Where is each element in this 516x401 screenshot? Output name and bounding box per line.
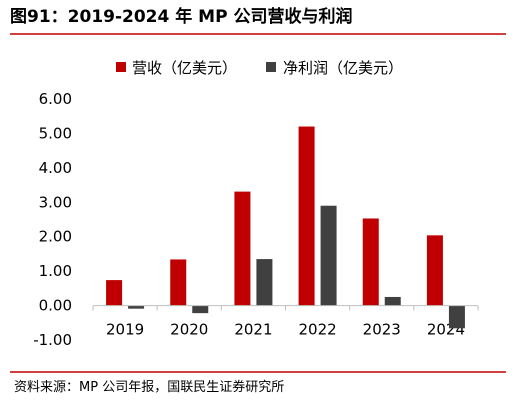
legend-swatch-revenue (116, 62, 126, 72)
y-tick-label: 5.00 (39, 124, 72, 142)
legend-swatch-net-profit (266, 62, 276, 72)
bar-revenue-2021 (234, 191, 251, 306)
bar-net-profit-2022 (320, 205, 337, 306)
bar-net-profit-2024 (448, 305, 465, 329)
bar-revenue-2020 (170, 259, 187, 306)
legend-label-net-profit: 净利润（亿美元） (283, 59, 403, 77)
y-tick-label: 6.00 (39, 90, 72, 108)
y-axis: 6.00 5.00 4.00 3.00 2.00 1.00 0.00 -1.00 (33, 90, 72, 349)
bar-revenue-2022 (298, 126, 315, 306)
bar-net-profit-2023 (384, 296, 401, 306)
x-axis (92, 305, 479, 311)
y-tick-label: 2.00 (39, 228, 72, 246)
bar-revenue-2023 (362, 218, 379, 306)
x-tick-label: 2022 (298, 321, 336, 339)
bar-net-profit-2020 (192, 305, 209, 314)
x-tick-label: 2020 (170, 321, 208, 339)
x-tick-label: 2023 (363, 321, 401, 339)
x-tick-label: 2021 (234, 321, 272, 339)
bar-net-profit-2019 (128, 305, 145, 309)
y-tick-label: -1.00 (33, 331, 72, 349)
bar-revenue-2019 (106, 280, 123, 306)
y-tick-label: 0.00 (39, 297, 72, 315)
y-tick-label: 1.00 (39, 262, 72, 280)
y-tick-label: 3.00 (39, 193, 72, 211)
source-note: 资料来源：MP 公司年报，国联民生证券研究所 (14, 379, 284, 395)
bar-net-profit-2021 (256, 259, 273, 306)
x-tick-label: 2019 (106, 321, 144, 339)
plot-area (106, 126, 465, 329)
chart-title: 图91：2019-2024 年 MP 公司营收与利润 (10, 6, 352, 27)
bar-revenue-2024 (426, 235, 443, 306)
y-tick-label: 4.00 (39, 159, 72, 177)
legend-label-revenue: 营收（亿美元） (132, 59, 237, 77)
chart-legend: 营收（亿美元） 净利润（亿美元） (116, 59, 403, 77)
